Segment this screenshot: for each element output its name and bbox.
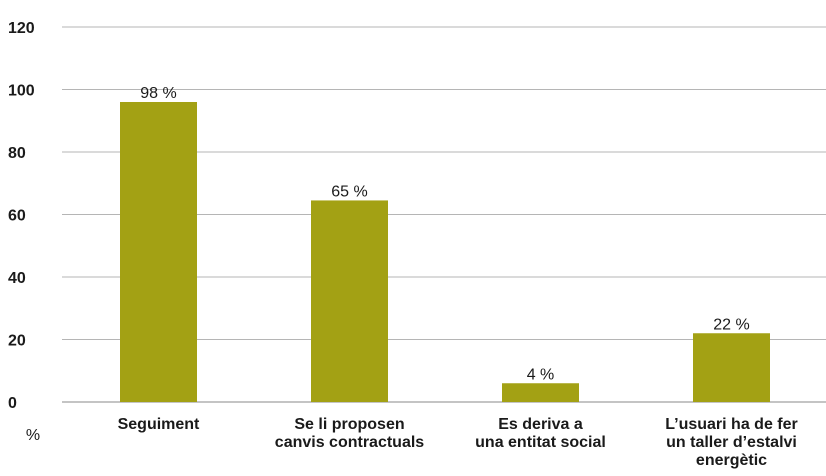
bar	[311, 200, 388, 402]
data-labels: 98 % 65 % 4 % 22 %	[140, 85, 749, 383]
x-category-label: Es deriva a una entitat social	[475, 416, 606, 451]
bar	[120, 102, 197, 402]
x-category-label: Seguiment	[118, 416, 200, 433]
y-tick-label: 0	[8, 395, 17, 412]
bar	[693, 333, 770, 402]
bars	[120, 102, 770, 402]
y-tick-label: 40	[8, 270, 26, 287]
y-axis: 0 20 40 60 80 100 120	[8, 20, 35, 412]
bar-data-label: 4 %	[527, 366, 555, 383]
bar-data-label: 65 %	[331, 183, 367, 200]
x-axis: Seguiment Se li proposen canvis contractua…	[118, 416, 798, 469]
bar	[502, 383, 579, 402]
x-category-label: L’usuari ha de fer un taller d’estalvi ene…	[665, 416, 797, 469]
y-axis-unit-label: %	[26, 427, 40, 444]
y-tick-label: 20	[8, 333, 26, 350]
y-tick-label: 80	[8, 145, 26, 162]
y-tick-label: 100	[8, 83, 35, 100]
x-category-label: Se li proposen canvis contractuals	[275, 416, 425, 451]
y-tick-label: 60	[8, 208, 26, 225]
y-tick-label: 120	[8, 20, 35, 37]
bar-data-label: 22 %	[713, 316, 749, 333]
bar-data-label: 98 %	[140, 85, 176, 102]
